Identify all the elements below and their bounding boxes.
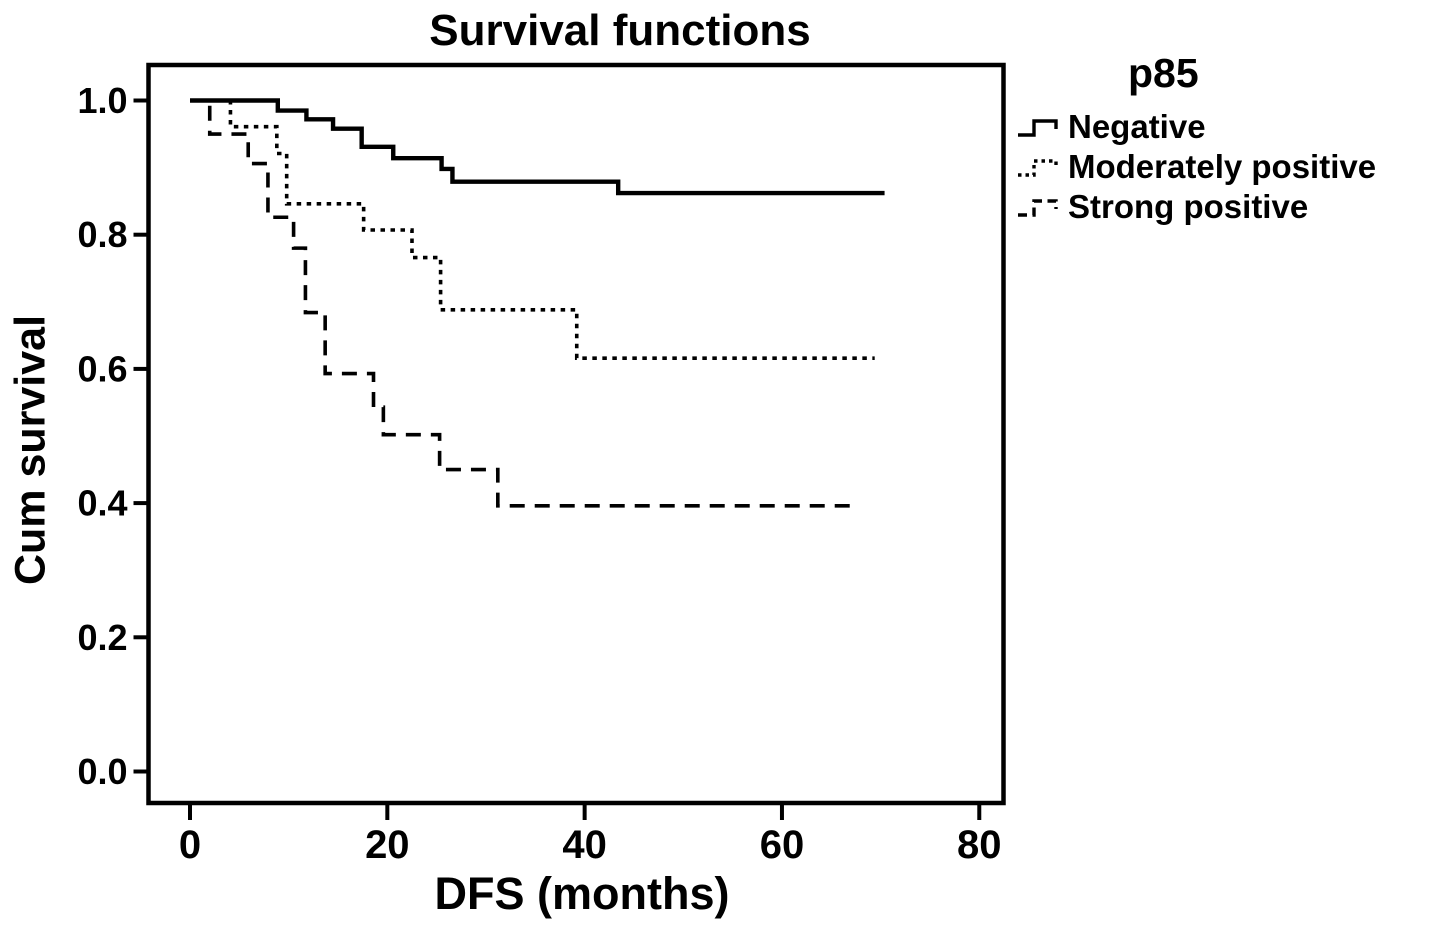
legend: p85 Negative Moderately positive Strong …	[1016, 50, 1441, 227]
dotted-step-line-icon	[1018, 159, 1058, 177]
legend-entry-label: Moderately positive	[1068, 148, 1377, 185]
survival-curve-negative	[190, 98, 885, 196]
legend-entry-label: Negative	[1068, 108, 1206, 145]
y-tick-label: 0.6	[77, 348, 127, 389]
survival-curve-strong-positive	[190, 98, 855, 508]
x-axis-title: DFS (months)	[434, 868, 730, 919]
y-tick-label: 0.2	[77, 617, 127, 658]
y-tick-label: 1.0	[77, 80, 127, 121]
x-tick-label: 20	[365, 823, 410, 867]
x-tick-label: 0	[179, 823, 201, 867]
survival-curve-moderately-positive	[190, 98, 875, 360]
legend-entry-strong-positive: Strong positive	[1016, 187, 1441, 227]
y-tick-label: 0.8	[77, 214, 127, 255]
x-tick-label: 80	[957, 823, 1002, 867]
dashed-step-line-icon	[1018, 199, 1058, 217]
x-tick-label: 60	[760, 823, 805, 867]
x-tick-label: 40	[562, 823, 607, 867]
legend-entry-label: Strong positive	[1068, 188, 1309, 225]
y-tick-label: 0.0	[77, 751, 127, 792]
chart-title: Survival functions	[429, 6, 811, 55]
solid-step-line-icon	[1018, 119, 1058, 137]
legend-entry-negative: Negative	[1016, 107, 1441, 147]
y-tick-label: 0.4	[77, 483, 127, 524]
legend-entry-moderately-positive: Moderately positive	[1016, 147, 1441, 187]
legend-title: p85	[1128, 50, 1199, 96]
plot-border	[146, 62, 1006, 806]
